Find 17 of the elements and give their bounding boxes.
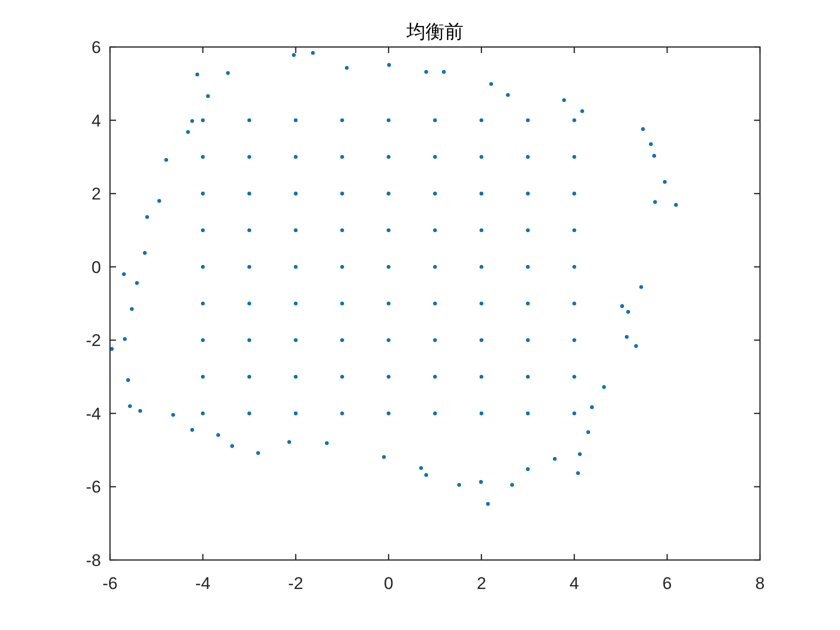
y-tick-label: 0 [92,258,101,277]
y-tick-label: -4 [86,404,101,424]
y-tick-label: -6 [86,478,101,497]
y-tick-label: 4 [92,111,101,130]
x-tick-label: 6 [662,574,672,593]
x-tick-label: 2 [476,574,486,593]
x-tick-label: 4 [570,574,580,593]
y-tick-label: -8 [86,551,101,570]
y-tick-label: 2 [92,184,101,204]
x-tick-label: -4 [195,574,210,593]
title: 均衡前 [406,21,464,43]
x-tick-label: 0 [384,574,394,593]
x-tick-label: -2 [288,574,304,593]
x-tick-label: -6 [102,574,118,593]
y-tick-label: 6 [92,38,101,57]
x-tick-label: 8 [755,574,765,593]
y-tick-label: -2 [86,331,101,350]
